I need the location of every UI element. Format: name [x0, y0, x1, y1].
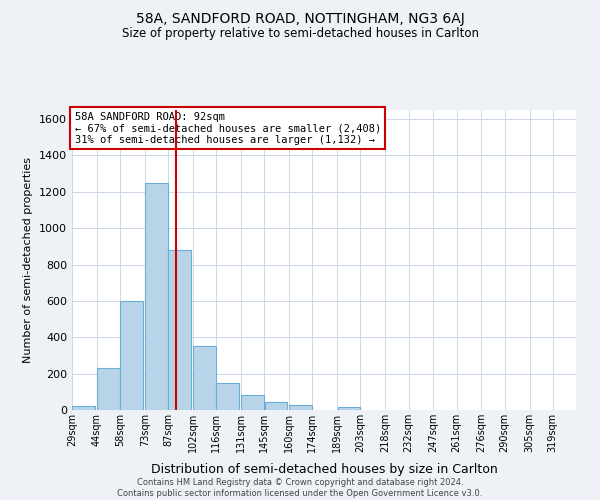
Bar	[241, 396, 264, 410]
X-axis label: Distribution of semi-detached houses by size in Carlton: Distribution of semi-detached houses by …	[151, 464, 497, 476]
Bar	[72, 406, 95, 410]
Bar	[193, 346, 216, 410]
Bar	[97, 368, 120, 410]
Text: 58A SANDFORD ROAD: 92sqm
← 67% of semi-detached houses are smaller (2,408)
31% o: 58A SANDFORD ROAD: 92sqm ← 67% of semi-d…	[74, 112, 381, 144]
Bar	[217, 382, 239, 410]
Bar	[265, 402, 287, 410]
Bar	[289, 406, 312, 410]
Text: 58A, SANDFORD ROAD, NOTTINGHAM, NG3 6AJ: 58A, SANDFORD ROAD, NOTTINGHAM, NG3 6AJ	[136, 12, 464, 26]
Text: Size of property relative to semi-detached houses in Carlton: Size of property relative to semi-detach…	[121, 28, 479, 40]
Bar	[169, 250, 191, 410]
Y-axis label: Number of semi-detached properties: Number of semi-detached properties	[23, 157, 34, 363]
Text: Contains HM Land Registry data © Crown copyright and database right 2024.
Contai: Contains HM Land Registry data © Crown c…	[118, 478, 482, 498]
Bar	[338, 408, 360, 410]
Bar	[145, 182, 168, 410]
Bar	[121, 301, 143, 410]
